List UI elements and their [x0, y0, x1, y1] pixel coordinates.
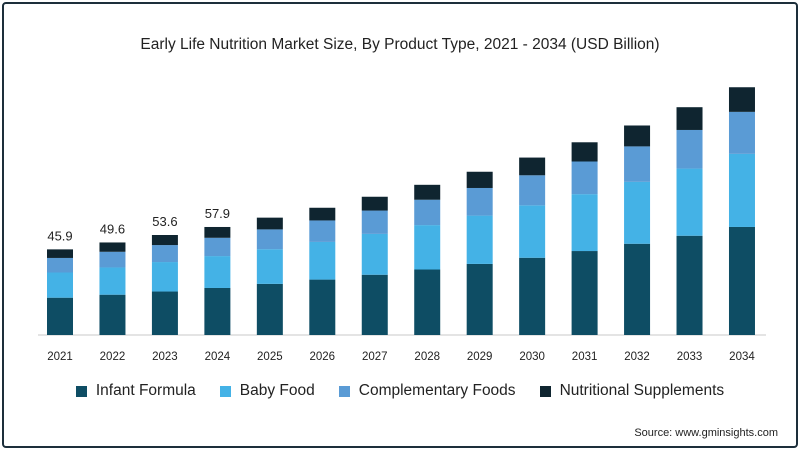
x-tick-label-2029: 2029 [467, 351, 493, 363]
x-tick-label-2022: 2022 [100, 351, 126, 363]
legend-label-infant-formula: Infant Formula [95, 382, 196, 399]
x-tick-label-2023: 2023 [152, 351, 178, 363]
bar-segment-infant-formula-2031 [571, 251, 598, 335]
bar-segment-infant-formula-2033 [676, 235, 703, 335]
total-labels-group: 45.9 49.6 53.6 57.9 [47, 206, 230, 243]
x-tick-label-2025: 2025 [257, 351, 283, 363]
x-tick-label-2026: 2026 [310, 351, 336, 363]
bar-segment-infant-formula-2032 [624, 243, 651, 335]
source-note: Source: www.gminsights.com [634, 427, 778, 439]
bar-segment-complementary-foods-2022 [99, 251, 126, 268]
x-tick-label-2032: 2032 [624, 351, 650, 363]
x-tick-label-2033: 2033 [677, 351, 703, 363]
bar-segment-infant-formula-2027 [361, 274, 388, 335]
bar-segment-complementary-foods-2031 [571, 161, 598, 195]
total-label-2022: 49.6 [100, 221, 125, 236]
legend-label-complementary-foods: Complementary Foods [358, 382, 516, 399]
bar-segment-nutritional-supplements-2024 [204, 226, 231, 238]
bar-segment-nutritional-supplements-2034 [728, 87, 755, 112]
bar-segment-infant-formula-2026 [309, 279, 336, 335]
bar-segment-baby-food-2027 [361, 233, 388, 275]
bar-segment-baby-food-2030 [519, 205, 546, 258]
bar-segment-baby-food-2023 [151, 262, 178, 292]
bar-segment-complementary-foods-2026 [309, 220, 336, 242]
x-tick-label-2030: 2030 [519, 351, 545, 363]
x-tick-label-2031: 2031 [572, 351, 598, 363]
bar-segment-complementary-foods-2021 [47, 257, 73, 273]
chart-title: Early Life Nutrition Market Size, By Pro… [140, 36, 660, 53]
bar-segment-infant-formula-2025 [256, 283, 283, 335]
bar-segment-infant-formula-2030 [519, 257, 546, 335]
bar-segment-nutritional-supplements-2028 [414, 184, 441, 200]
x-tick-label-2021: 2021 [47, 351, 73, 363]
bar-segment-infant-formula-2034 [728, 226, 755, 335]
bar-segment-baby-food-2034 [728, 153, 755, 227]
bars-group [47, 87, 755, 335]
bar-segment-infant-formula-2021 [47, 297, 73, 335]
bar-segment-complementary-foods-2032 [624, 146, 651, 182]
bar-segment-nutritional-supplements-2033 [676, 107, 703, 130]
bar-segment-nutritional-supplements-2027 [361, 196, 388, 211]
bar-segment-baby-food-2025 [256, 249, 283, 284]
legend-item-baby-food: Baby Food [219, 382, 315, 400]
bar-segment-complementary-foods-2024 [204, 237, 231, 257]
bar-segment-infant-formula-2023 [151, 291, 178, 335]
bar-segment-infant-formula-2029 [466, 263, 493, 335]
legend-item-nutritional-supplements: Nutritional Supplements [539, 382, 725, 400]
x-tick-label-2027: 2027 [362, 351, 388, 363]
legend-label-nutritional-supplements: Nutritional Supplements [559, 382, 725, 399]
bar-segment-complementary-foods-2023 [151, 245, 178, 263]
x-tick-labels-group: 2021 2022 2023 2024 2025 2026 2027 2028 2029 2030… [47, 351, 755, 363]
bar-segment-baby-food-2033 [676, 168, 703, 236]
bar-segment-baby-food-2029 [466, 215, 493, 264]
x-tick-label-2034: 2034 [729, 351, 755, 363]
bar-segment-nutritional-supplements-2022 [99, 242, 126, 252]
bar-segment-nutritional-supplements-2030 [519, 157, 546, 176]
legend-swatch-complementary-foods [338, 385, 350, 397]
bar-segment-nutritional-supplements-2023 [151, 235, 178, 246]
bar-segment-baby-food-2032 [624, 181, 651, 244]
legend-item-infant-formula: Infant Formula [75, 382, 196, 400]
bar-segment-nutritional-supplements-2026 [309, 207, 336, 221]
legend-label-baby-food: Baby Food [239, 382, 315, 399]
bar-segment-complementary-foods-2030 [519, 175, 546, 206]
bar-segment-baby-food-2024 [204, 256, 231, 288]
bar-segment-baby-food-2026 [309, 241, 336, 280]
legend: Infant Formula Baby Food Complementary Foo… [0, 380, 800, 402]
total-label-2024: 57.9 [205, 206, 230, 221]
legend-swatch-infant-formula [75, 385, 87, 397]
bar-segment-complementary-foods-2027 [361, 210, 388, 234]
bar-segment-complementary-foods-2034 [728, 111, 755, 154]
bar-segment-infant-formula-2028 [414, 269, 441, 335]
legend-swatch-baby-food [219, 385, 231, 397]
bar-segment-nutritional-supplements-2031 [571, 142, 598, 162]
bar-segment-baby-food-2031 [571, 194, 598, 252]
x-tick-label-2028: 2028 [414, 351, 440, 363]
bar-segment-baby-food-2028 [414, 225, 441, 270]
bar-segment-complementary-foods-2028 [414, 199, 441, 226]
bar-segment-infant-formula-2022 [99, 294, 126, 335]
bar-segment-complementary-foods-2033 [676, 129, 703, 169]
bar-segment-nutritional-supplements-2025 [256, 217, 283, 230]
legend-swatch-nutritional-supplements [539, 385, 551, 397]
total-label-2023: 53.6 [152, 214, 177, 229]
bar-segment-complementary-foods-2025 [256, 229, 283, 250]
bar-segment-baby-food-2021 [47, 272, 73, 298]
bar-segment-complementary-foods-2029 [466, 187, 493, 216]
legend-item-complementary-foods: Complementary Foods [338, 382, 516, 400]
bar-segment-nutritional-supplements-2021 [47, 249, 73, 258]
bar-segment-infant-formula-2024 [204, 287, 231, 335]
bar-segment-nutritional-supplements-2032 [624, 125, 651, 147]
bar-segment-baby-food-2022 [99, 267, 126, 295]
total-label-2021: 45.9 [47, 228, 72, 243]
x-tick-label-2024: 2024 [205, 351, 231, 363]
bar-segment-nutritional-supplements-2029 [466, 171, 493, 188]
